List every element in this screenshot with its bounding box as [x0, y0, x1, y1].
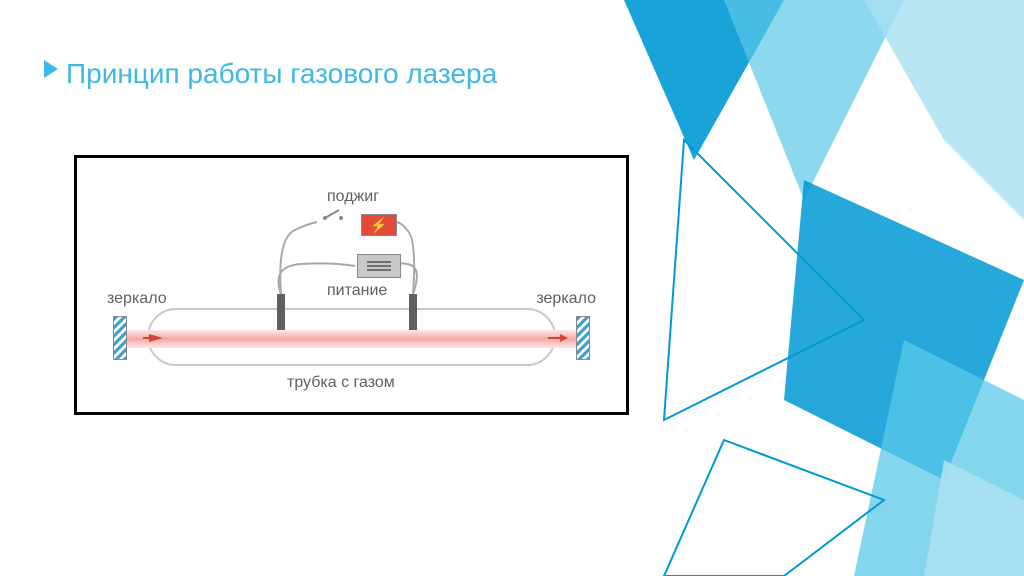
power-box-icon	[357, 254, 401, 278]
ignition-symbol: ⚡	[370, 217, 387, 234]
title-marker-icon	[44, 60, 58, 78]
power-bar	[367, 269, 391, 271]
beam-arrow-in-icon	[143, 334, 163, 342]
power-bar	[367, 265, 391, 267]
background-triangles	[604, 0, 1024, 576]
label-mirror-right: зеркало	[536, 290, 596, 308]
laser-diagram: ⚡ зеркало зеркало поджиг питание трубка …	[74, 155, 629, 415]
label-tube: трубка с газом	[287, 374, 395, 392]
switch-icon	[321, 208, 345, 222]
label-mirror-left: зеркало	[107, 290, 167, 308]
power-bar	[367, 261, 391, 263]
label-power: питание	[327, 282, 387, 300]
slide-title: Принцип работы газового лазера	[66, 58, 497, 90]
ignition-box-icon: ⚡	[361, 214, 397, 236]
beam-arrow-out-icon	[548, 334, 568, 342]
label-ignition: поджиг	[327, 188, 379, 206]
